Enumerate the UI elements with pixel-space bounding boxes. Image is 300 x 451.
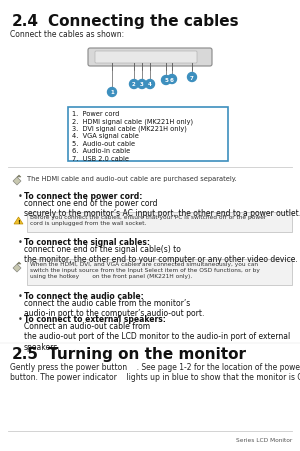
Text: 1: 1 — [110, 90, 114, 95]
FancyBboxPatch shape — [27, 212, 292, 232]
Circle shape — [146, 80, 154, 89]
Text: Gently press the power button    . See page 1-2 for the location of the power
bu: Gently press the power button . See page… — [10, 362, 300, 382]
Text: To connect to external speakers:: To connect to external speakers: — [24, 314, 166, 323]
Text: •: • — [18, 291, 23, 300]
Text: 7: 7 — [190, 75, 194, 80]
Text: Connect an audio-out cable from
the audio-out port of the LCD monitor to the aud: Connect an audio-out cable from the audi… — [24, 321, 290, 351]
Text: When the HDMI, DVI, and VGA cables are connected simultaneously, you can
switch : When the HDMI, DVI, and VGA cables are c… — [30, 262, 260, 278]
Text: !: ! — [17, 220, 20, 225]
Text: •: • — [18, 314, 23, 323]
Text: 3: 3 — [140, 83, 144, 87]
Text: 1.  Power cord: 1. Power cord — [72, 111, 119, 117]
Text: 3.  DVI signal cable (MK221H only): 3. DVI signal cable (MK221H only) — [72, 126, 187, 132]
Text: 2.  HDMI signal cable (MK221H only): 2. HDMI signal cable (MK221H only) — [72, 118, 193, 125]
Circle shape — [167, 75, 176, 84]
Polygon shape — [13, 178, 21, 186]
Text: 2.4: 2.4 — [12, 14, 39, 29]
Text: connect one end of the signal cable(s) to
the monitor, the other end to your com: connect one end of the signal cable(s) t… — [24, 244, 298, 264]
Text: 6.  Audio-in cable: 6. Audio-in cable — [72, 148, 130, 154]
FancyBboxPatch shape — [95, 52, 197, 64]
Circle shape — [130, 80, 139, 89]
Text: connect one end of the power cord
securely to the monitor’s AC input port, the o: connect one end of the power cord secure… — [24, 198, 300, 218]
Text: The HDMI cable and audio-out cable are purchased separately.: The HDMI cable and audio-out cable are p… — [27, 175, 237, 182]
Text: To connect the signal cables:: To connect the signal cables: — [24, 238, 150, 246]
Text: Before you connect the cables, ensure that your PC is switched off or the power
: Before you connect the cables, ensure th… — [30, 215, 266, 226]
Text: •: • — [18, 238, 23, 246]
Text: 2.5: 2.5 — [12, 346, 39, 361]
Text: Turning on the monitor: Turning on the monitor — [48, 346, 246, 361]
FancyBboxPatch shape — [88, 49, 212, 67]
Text: 7.  USB 2.0 cable: 7. USB 2.0 cable — [72, 156, 129, 161]
FancyBboxPatch shape — [27, 259, 292, 285]
Polygon shape — [17, 175, 21, 178]
Text: Series LCD Monitor: Series LCD Monitor — [236, 437, 292, 442]
Text: 6: 6 — [170, 77, 174, 83]
Text: 5.  Audio-out cable: 5. Audio-out cable — [72, 141, 135, 147]
Text: 5: 5 — [164, 78, 168, 83]
Polygon shape — [17, 262, 21, 264]
Circle shape — [107, 88, 116, 97]
Text: To connect the audio cable:: To connect the audio cable: — [24, 291, 144, 300]
Text: 4: 4 — [148, 83, 152, 87]
Polygon shape — [13, 264, 21, 272]
Polygon shape — [14, 217, 23, 225]
Text: 4.  VGA signal cable: 4. VGA signal cable — [72, 133, 139, 139]
Text: connect the audio cable from the monitor’s
audio-in port to the computer’s audio: connect the audio cable from the monitor… — [24, 299, 204, 318]
Circle shape — [137, 80, 146, 89]
Text: •: • — [18, 192, 23, 201]
Text: To connect the power cord:: To connect the power cord: — [24, 192, 142, 201]
FancyBboxPatch shape — [68, 108, 228, 161]
Circle shape — [188, 74, 196, 83]
Text: 2: 2 — [132, 83, 136, 87]
Circle shape — [161, 76, 170, 85]
Text: Connect the cables as shown:: Connect the cables as shown: — [10, 30, 124, 39]
Text: Connecting the cables: Connecting the cables — [48, 14, 238, 29]
